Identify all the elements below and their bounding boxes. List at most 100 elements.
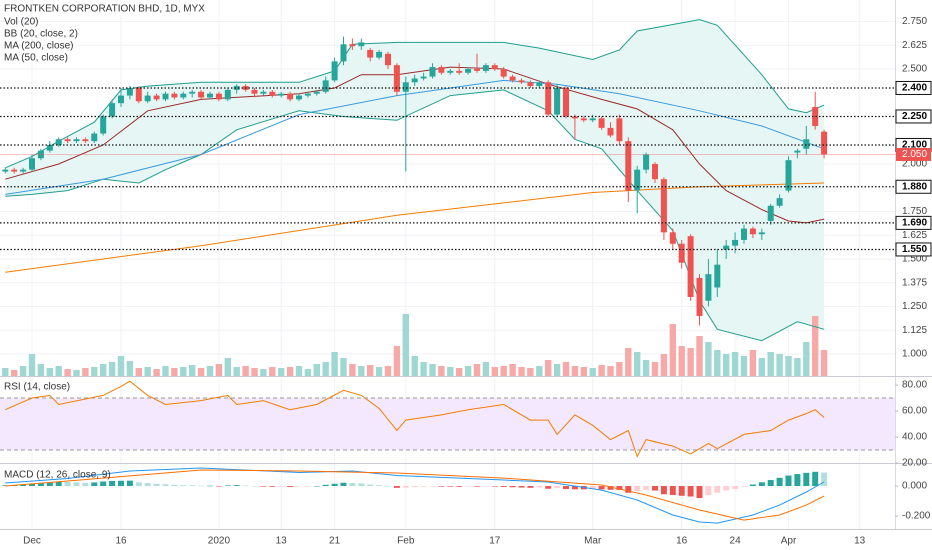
- volume-bar: [562, 362, 570, 376]
- macd-histogram-bar: [723, 486, 730, 491]
- macd-histogram-bar: [438, 486, 445, 487]
- macd-histogram-bar: [126, 480, 133, 487]
- candle-body: [554, 87, 561, 115]
- volume-bar: [438, 366, 445, 376]
- volume-bar: [144, 367, 151, 376]
- candle-body: [563, 87, 569, 117]
- volume-bar: [37, 364, 45, 376]
- macd-histogram-bar: [296, 486, 302, 487]
- macd-histogram-bar: [696, 486, 703, 499]
- y-tick-label: 60.00: [902, 406, 927, 417]
- volume-bar: [171, 368, 178, 376]
- candle-body: [100, 116, 107, 134]
- macd-histogram-bar: [500, 486, 507, 487]
- macd-histogram-bar: [607, 486, 614, 490]
- candle-body: [660, 179, 667, 233]
- candle-body: [287, 93, 294, 100]
- volume-bar: [162, 366, 169, 376]
- macd-histogram-bar: [385, 486, 391, 487]
- candle-body: [153, 95, 160, 100]
- x-tick-label: 17: [489, 536, 501, 547]
- candle-body: [714, 264, 721, 288]
- macd-histogram-bar: [554, 486, 561, 488]
- candle-body: [598, 118, 605, 128]
- volume-bar: [464, 366, 472, 376]
- volume-bar: [189, 365, 196, 376]
- candle-body: [741, 228, 747, 240]
- volume-bar: [260, 369, 267, 376]
- candle-body: [29, 158, 35, 170]
- volume-bar: [553, 364, 561, 376]
- candle-body: [118, 95, 124, 104]
- y-tick-label: 1.250: [902, 301, 927, 312]
- candle-body: [20, 169, 27, 172]
- macd-histogram-bar: [741, 486, 747, 487]
- volume-bar: [153, 369, 160, 376]
- candle-body: [767, 205, 774, 221]
- volume-bar: [117, 356, 125, 376]
- candle-body: [438, 67, 445, 73]
- y-tick-label: 1.750: [902, 206, 927, 217]
- volume-bar: [73, 370, 80, 376]
- macd-histogram-bar: [669, 486, 676, 496]
- candle-body: [723, 245, 730, 250]
- macd-histogram-bar: [20, 484, 27, 487]
- macd-histogram-bar: [278, 486, 285, 487]
- y-tick-label: 1.125: [902, 325, 927, 336]
- volume-bar: [705, 342, 712, 376]
- level-label: 1.880: [902, 181, 927, 192]
- macd-histogram-bar: [180, 485, 187, 487]
- x-tick-label: Mar: [584, 536, 602, 547]
- macd-histogram-bar: [411, 486, 418, 487]
- candle-body: [429, 67, 436, 77]
- macd-histogram-bar: [678, 486, 685, 496]
- candle-body: [349, 44, 356, 47]
- candle-body: [11, 169, 18, 172]
- candle-body: [500, 68, 507, 77]
- candle-body: [135, 87, 142, 102]
- volume-bar: [180, 367, 187, 376]
- x-tick-label: 16: [676, 536, 688, 547]
- volume-bar: [625, 348, 632, 376]
- candle-body: [634, 169, 641, 191]
- macd-histogram-bar: [767, 480, 774, 487]
- macd-histogram-bar: [794, 474, 801, 487]
- macd-histogram-bar: [251, 486, 258, 487]
- macd-histogram-bar: [652, 486, 658, 491]
- volume-bar: [696, 336, 703, 376]
- volume-bar: [758, 358, 765, 376]
- y-tick-label: 1.500: [902, 254, 927, 265]
- volume-bar: [215, 364, 223, 376]
- macd-histogram-bar: [571, 486, 578, 490]
- macd-histogram-bar: [135, 482, 142, 487]
- macd-histogram-bar: [100, 481, 107, 487]
- volume-bar: [19, 366, 27, 376]
- volume-bar: [233, 367, 240, 376]
- volume-bar: [678, 346, 685, 376]
- volume-bar: [642, 360, 650, 376]
- candle-body: [491, 65, 498, 69]
- volume-bar: [126, 361, 134, 376]
- macd-histogram-bar: [358, 483, 365, 487]
- macd-histogram-bar: [153, 483, 160, 487]
- volume-bar: [669, 324, 676, 376]
- candle-body: [367, 49, 374, 58]
- y-tick-label: -0.200: [902, 511, 931, 522]
- volume-bar: [634, 352, 641, 376]
- candle-body: [126, 87, 133, 96]
- volume-bar: [367, 365, 374, 376]
- volume-bar: [518, 367, 525, 376]
- y-tick-label: 2.500: [902, 64, 927, 75]
- candle-body: [643, 154, 650, 170]
- volume-bar: [598, 365, 605, 376]
- macd-histogram-bar: [785, 475, 792, 487]
- macd-histogram-bar: [491, 486, 498, 487]
- x-tick-label: 13: [854, 536, 866, 547]
- macd-histogram-bar: [732, 486, 739, 490]
- volume-bar: [767, 352, 774, 376]
- volume-bar: [100, 364, 107, 376]
- volume-bar: [375, 367, 383, 376]
- candle-body: [198, 91, 205, 98]
- macd-histogram-bar: [46, 482, 53, 487]
- volume-bar: [82, 368, 89, 376]
